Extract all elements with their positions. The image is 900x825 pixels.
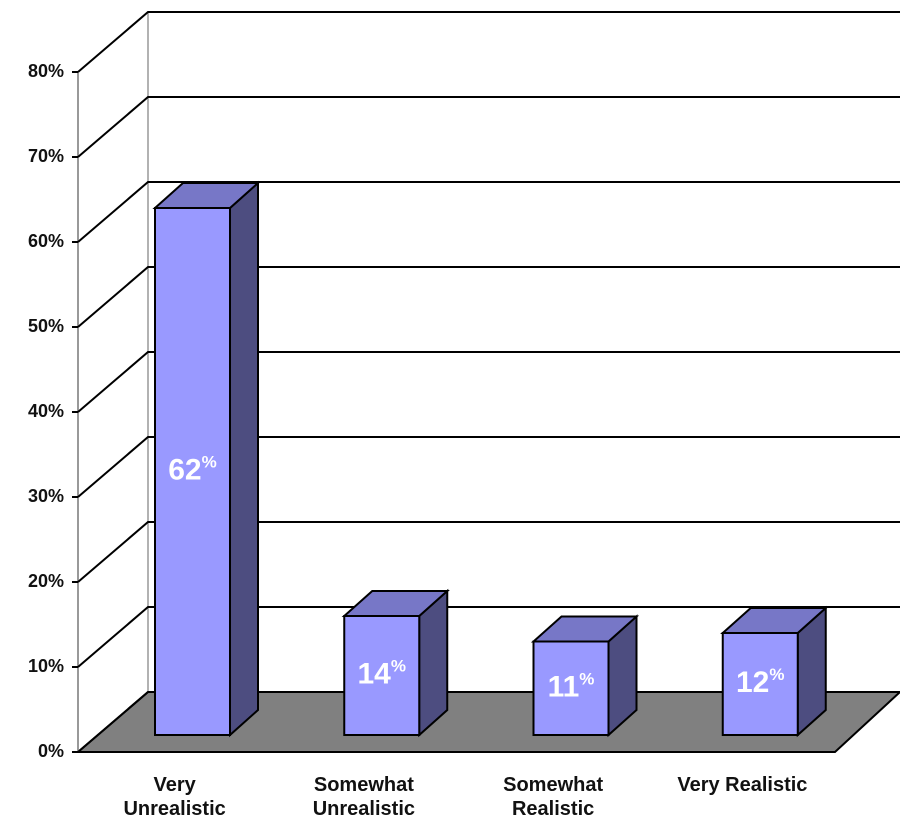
- grid-line: [77, 266, 900, 328]
- value-unit: %: [769, 665, 784, 684]
- value-label: 14%: [358, 657, 407, 690]
- y-tick-label: 40%: [28, 401, 64, 421]
- value-number: 11: [548, 670, 580, 703]
- bar: [721, 632, 799, 736]
- value-number: 62: [168, 453, 201, 486]
- y-tick-label: 50%: [28, 316, 64, 336]
- grid-line: [77, 351, 900, 413]
- value-unit: %: [202, 453, 217, 472]
- value-number: 12: [736, 666, 769, 699]
- x-tick-label: Very Realistic: [677, 774, 808, 796]
- value-unit: %: [391, 657, 406, 676]
- bar: [343, 615, 421, 736]
- value-label: 12%: [736, 665, 785, 698]
- bar: [154, 207, 231, 736]
- grid-line: [77, 436, 900, 498]
- y-tick-label: 30%: [28, 486, 64, 506]
- grid-line: [77, 521, 900, 583]
- x-tick-label: Very Unrealistic: [123, 774, 226, 820]
- grid-line: [77, 691, 900, 753]
- y-tick-label: 10%: [28, 656, 64, 676]
- x-tick-label: Somewhat Unrealistic: [312, 774, 415, 820]
- value-number: 14: [358, 657, 392, 690]
- x-tick-label: Somewhat Realistic: [503, 774, 604, 820]
- bar-side: [229, 180, 259, 738]
- value-unit: %: [579, 670, 594, 689]
- grid-line: [77, 606, 900, 668]
- y-tick-label: 60%: [28, 231, 64, 251]
- y-tick-label: 80%: [28, 61, 64, 81]
- value-label: 62%: [168, 453, 217, 486]
- y-tick-label: 0%: [38, 741, 64, 761]
- grid-line: [77, 181, 900, 243]
- grid-line: [77, 96, 900, 158]
- value-label: 11%: [548, 670, 595, 703]
- grid-line: [77, 11, 900, 73]
- y-tick-label: 70%: [28, 146, 64, 166]
- y-tick-label: 20%: [28, 571, 64, 591]
- bar: [532, 640, 610, 736]
